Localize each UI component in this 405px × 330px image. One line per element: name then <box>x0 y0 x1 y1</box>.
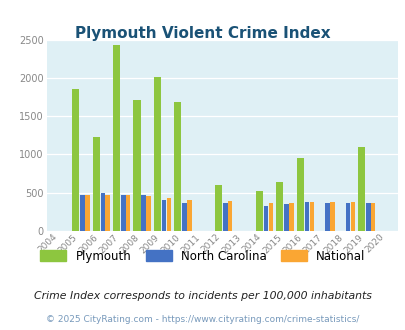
Bar <box>72 89 79 231</box>
Bar <box>146 196 150 231</box>
Bar <box>370 203 375 231</box>
Bar <box>153 77 160 231</box>
Bar <box>113 45 120 231</box>
Bar <box>357 147 364 231</box>
Bar <box>215 185 222 231</box>
Bar <box>304 202 309 231</box>
Bar <box>133 100 140 231</box>
Bar <box>350 202 354 231</box>
Bar <box>288 203 293 231</box>
Bar <box>309 202 313 231</box>
Bar <box>174 102 181 231</box>
Text: Crime Index corresponds to incidents per 100,000 inhabitants: Crime Index corresponds to incidents per… <box>34 291 371 301</box>
Bar <box>296 158 303 231</box>
Bar <box>166 198 171 231</box>
Bar <box>187 200 191 231</box>
Bar <box>162 200 166 231</box>
Text: Plymouth Violent Crime Index: Plymouth Violent Crime Index <box>75 26 330 41</box>
Bar <box>105 195 110 231</box>
Bar <box>92 137 100 231</box>
Bar <box>121 195 125 231</box>
Bar <box>80 195 85 231</box>
Bar <box>284 204 288 231</box>
Bar <box>345 203 349 231</box>
Legend: Plymouth, North Carolina, National: Plymouth, North Carolina, National <box>36 246 369 266</box>
Bar <box>324 203 329 231</box>
Bar <box>276 182 283 231</box>
Bar <box>100 193 105 231</box>
Bar <box>228 201 232 231</box>
Bar <box>329 202 334 231</box>
Bar <box>182 203 186 231</box>
Bar <box>263 206 268 231</box>
Bar <box>141 195 145 231</box>
Text: © 2025 CityRating.com - https://www.cityrating.com/crime-statistics/: © 2025 CityRating.com - https://www.city… <box>46 315 359 324</box>
Bar <box>255 191 262 231</box>
Bar <box>223 203 227 231</box>
Bar <box>268 203 273 231</box>
Bar <box>126 195 130 231</box>
Bar <box>85 195 90 231</box>
Bar <box>365 203 370 231</box>
